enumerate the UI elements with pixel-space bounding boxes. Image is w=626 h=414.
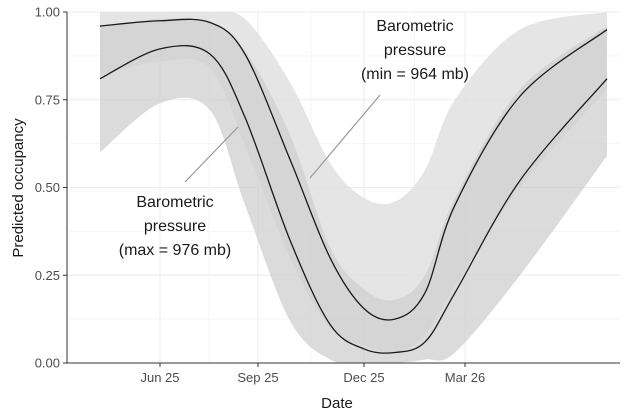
series-line-2 xyxy=(99,45,608,354)
series-lines xyxy=(99,18,608,354)
annotation-1-line-1: Barometric xyxy=(376,18,453,35)
annotations: Barometric pressure (min = 964 mb) Barometr… xyxy=(119,18,469,259)
y-tick-label: 0.00 xyxy=(35,356,60,371)
annotation-leader-min xyxy=(309,94,381,179)
y-tick-label: 1.00 xyxy=(35,5,60,20)
annotation-2-line-2: pressure xyxy=(144,218,206,235)
x-tick-label: Dec 25 xyxy=(343,370,384,385)
x-tick-label: Jun 25 xyxy=(140,370,179,385)
annotation-leaders xyxy=(184,94,381,183)
axes: 0.00 0.25 0.50 0.75 1.00 Jun 25 Sep 25 Dec 25 Ma… xyxy=(35,5,620,385)
y-tick-label: 0.50 xyxy=(35,180,60,195)
y-tick-label: 0.75 xyxy=(35,92,60,107)
x-tick-label: Sep 25 xyxy=(237,370,278,385)
x-tick-label: Mar 26 xyxy=(445,370,485,385)
confidence-bands xyxy=(100,11,607,364)
y-tick-label: 0.25 xyxy=(35,268,60,283)
confidence-band-2 xyxy=(100,18,607,364)
x-axis-title: Date xyxy=(321,395,353,412)
y-axis-title: Predicted occupancy xyxy=(10,118,27,258)
annotation-2-line-3: (max = 976 mb) xyxy=(119,242,231,259)
annotation-leader-max xyxy=(184,126,239,183)
annotation-1-line-2: pressure xyxy=(384,42,446,59)
series-line-1 xyxy=(99,18,608,321)
annotation-2-line-1: Barometric xyxy=(136,194,213,211)
annotation-1-line-3: (min = 964 mb) xyxy=(361,66,469,83)
